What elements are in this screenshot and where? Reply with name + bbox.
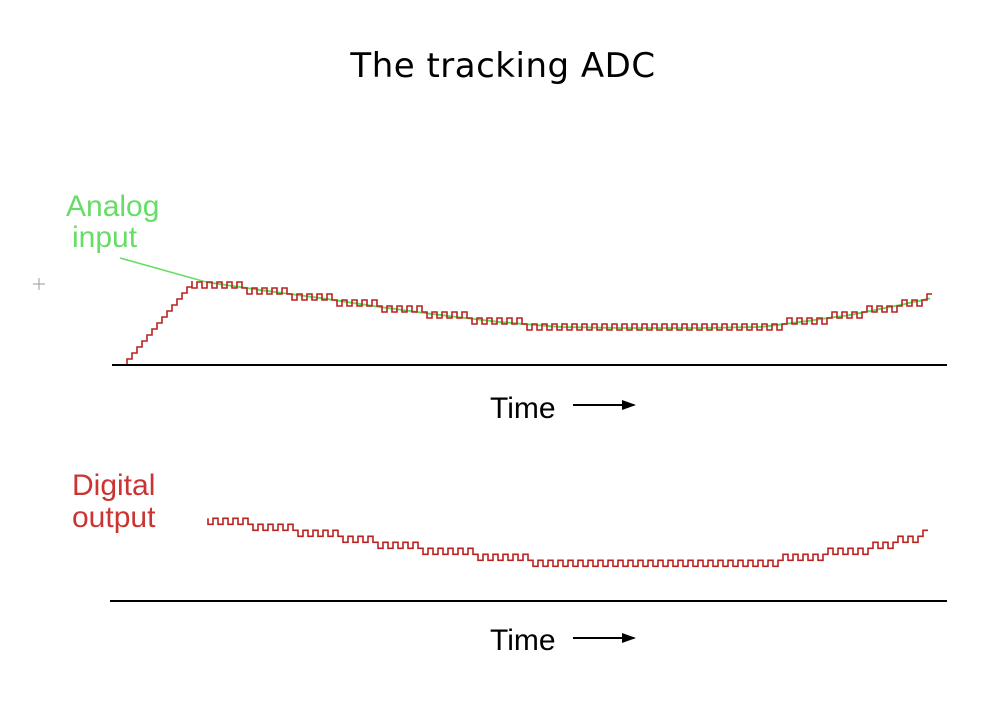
- digital-output-waveform: [207, 517, 928, 568]
- crosshair-mark: [33, 278, 45, 290]
- adc-tracking-staircase: [122, 281, 932, 366]
- digital-output-label-line2: output: [72, 501, 156, 534]
- analog-input-label-line1: Analog: [66, 190, 159, 223]
- analog-input-label-line2: input: [72, 221, 138, 254]
- digital-output-label-line1: Digital: [72, 469, 155, 502]
- top-time-label: Time: [490, 392, 556, 425]
- bottom-time-label: Time: [490, 624, 556, 657]
- slide-title: The tracking ADC: [350, 46, 656, 86]
- analog-label-leader-line: [119, 257, 207, 283]
